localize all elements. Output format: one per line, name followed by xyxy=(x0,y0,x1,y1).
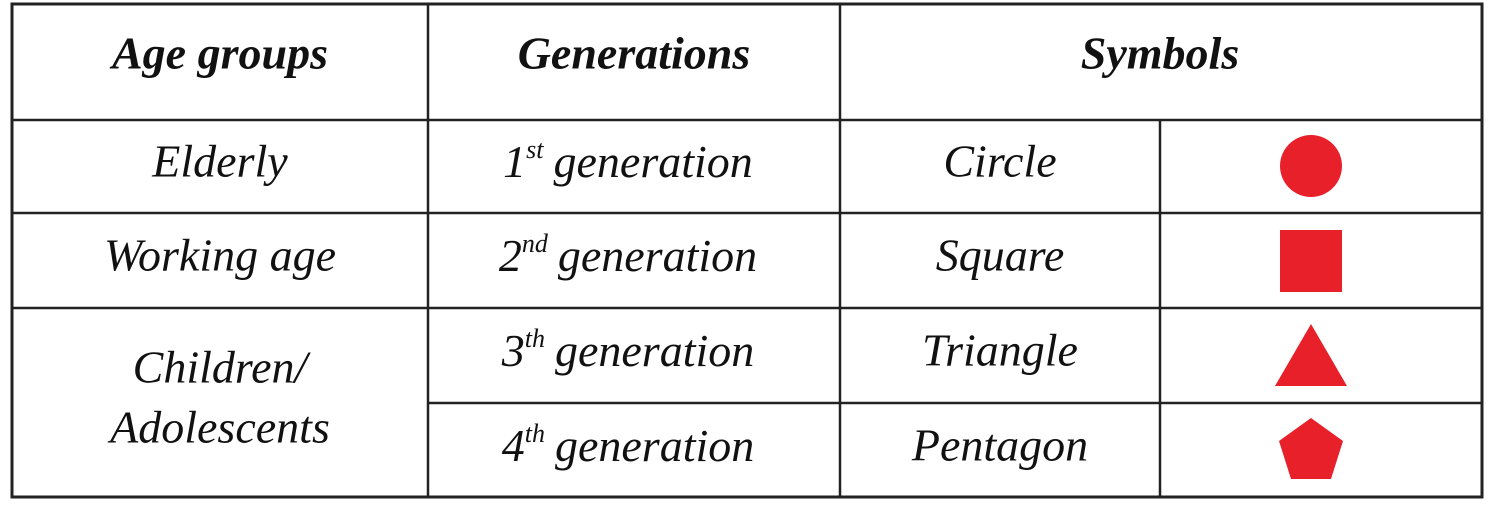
symbol-name: Triangle xyxy=(922,325,1078,376)
generation-word: generation xyxy=(554,136,753,187)
symbol-name: Square xyxy=(936,230,1065,281)
ordinal-suffix: th xyxy=(525,324,545,353)
age-group: Working age xyxy=(104,230,336,281)
generation-word: generation xyxy=(555,420,754,471)
generation: 3th generation xyxy=(501,324,755,376)
ordinal-suffix: nd xyxy=(522,229,549,258)
square-symbol xyxy=(1280,230,1342,292)
age-group: Elderly xyxy=(151,136,288,187)
generation-word: generation xyxy=(555,325,754,376)
header-cell: Age groups xyxy=(109,28,328,79)
ordinal-suffix: st xyxy=(526,135,544,164)
age-group: Children/ xyxy=(133,342,312,393)
symbol-name: Pentagon xyxy=(911,420,1088,471)
ordinal: 2 xyxy=(499,230,522,281)
age-group: Adolescents xyxy=(107,402,330,453)
ordinal: 1 xyxy=(503,136,526,187)
header-cell: Generations xyxy=(518,28,751,79)
ordinal: 4 xyxy=(502,420,525,471)
ordinal-suffix: th xyxy=(525,419,545,448)
generation: 1st generation xyxy=(503,135,753,187)
ordinal: 3 xyxy=(501,325,525,376)
header-cell: Symbols xyxy=(1081,28,1239,79)
circle-symbol xyxy=(1280,135,1342,197)
generation: 2nd generation xyxy=(499,229,757,281)
generation: 4th generation xyxy=(502,419,755,471)
symbol-name: Circle xyxy=(943,136,1056,187)
pentagon-symbol xyxy=(1279,418,1343,479)
table-border xyxy=(10,2,1484,499)
triangle-symbol xyxy=(1275,324,1347,386)
generation-word: generation xyxy=(558,230,757,281)
